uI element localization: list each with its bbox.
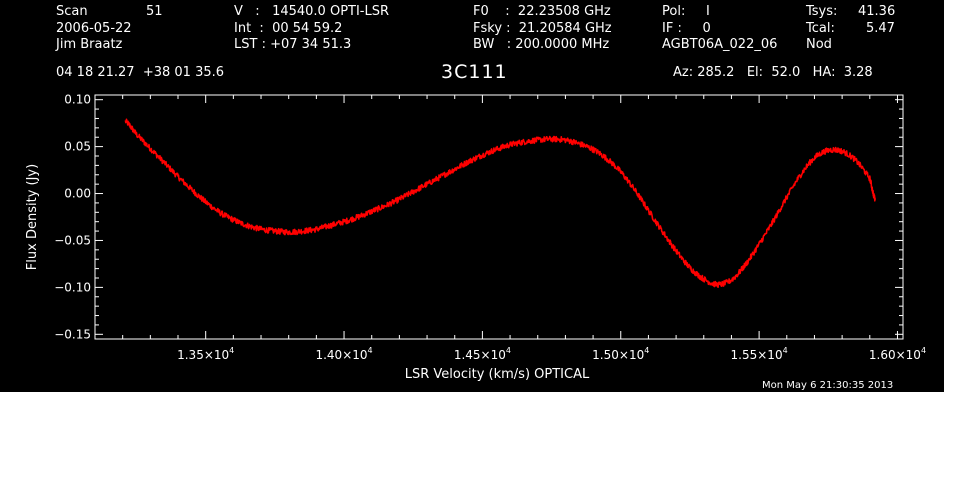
- source-name: 3C111: [441, 61, 508, 83]
- tcal-value: 5.47: [866, 21, 895, 36]
- tsys-label: Tsys:: [806, 4, 838, 19]
- integration-time: Int : 00 54 59.2: [234, 21, 343, 36]
- velocity-info: V : 14540.0 OPTI-LSR: [234, 4, 390, 19]
- switching-mode: Nod: [806, 37, 832, 52]
- if-number: IF : 0: [662, 21, 711, 36]
- x-tick-label: 1.55×104: [731, 346, 788, 362]
- x-axis-label: LSR Velocity (km/s) OPTICAL: [405, 367, 590, 382]
- x-tick-label: 1.60×104: [869, 346, 926, 362]
- tcal-label: Tcal:: [806, 21, 835, 36]
- y-tick-label: 0.00: [64, 187, 91, 201]
- y-tick-label: 0.05: [64, 140, 91, 154]
- y-tick-label: −0.10: [54, 280, 91, 294]
- scan-label: Scan: [56, 4, 88, 19]
- plot-panel: 1.35×104 1.40×104 1.45×104 1.50×104 1.55×104…: [0, 0, 944, 392]
- observation-date: 2006-05-22: [56, 21, 132, 36]
- spectrum-chart: 1.35×104 1.40×104 1.45×104 1.50×104 1.55×104…: [25, 93, 926, 382]
- ticks-layer: 1.35×104 1.40×104 1.45×104 1.50×104 1.55×104…: [54, 93, 926, 362]
- pointing-info: Az: 285.2 El: 52.0 HA: 3.28: [673, 65, 873, 80]
- trace-layer: [124, 118, 876, 289]
- lst-info: LST : +07 34 51.3: [234, 37, 352, 52]
- x-tick-label: 1.50×104: [592, 346, 649, 362]
- tsys-value: 41.36: [858, 4, 896, 19]
- bandwidth: BW : 200.0000 MHz: [473, 37, 610, 52]
- x-tick-label: 1.45×104: [454, 346, 511, 362]
- source-coordinates: 04 18 21.27 +38 01 35.6: [56, 65, 225, 80]
- x-tick-label: 1.40×104: [315, 346, 372, 362]
- scan-number: 51: [146, 4, 163, 19]
- project-id: AGBT06A_022_06: [662, 37, 778, 52]
- x-tick-label: 1.35×104: [177, 346, 234, 362]
- sky-frequency: Fsky : 21.20584 GHz: [473, 21, 612, 36]
- observer-name: Jim Braatz: [56, 37, 123, 52]
- rest-frequency: F0 : 22.23508 GHz: [473, 4, 611, 19]
- spectrum-line: [124, 118, 876, 289]
- plot-timestamp: Mon May 6 21:30:35 2013: [762, 380, 894, 391]
- polarization: Pol: I: [662, 4, 710, 19]
- y-tick-label: −0.05: [54, 233, 91, 247]
- y-tick-label: −0.15: [54, 327, 91, 341]
- y-axis-label: Flux Density (Jy): [25, 164, 40, 270]
- y-tick-label: 0.10: [64, 93, 91, 107]
- plot-frame: [94, 94, 904, 340]
